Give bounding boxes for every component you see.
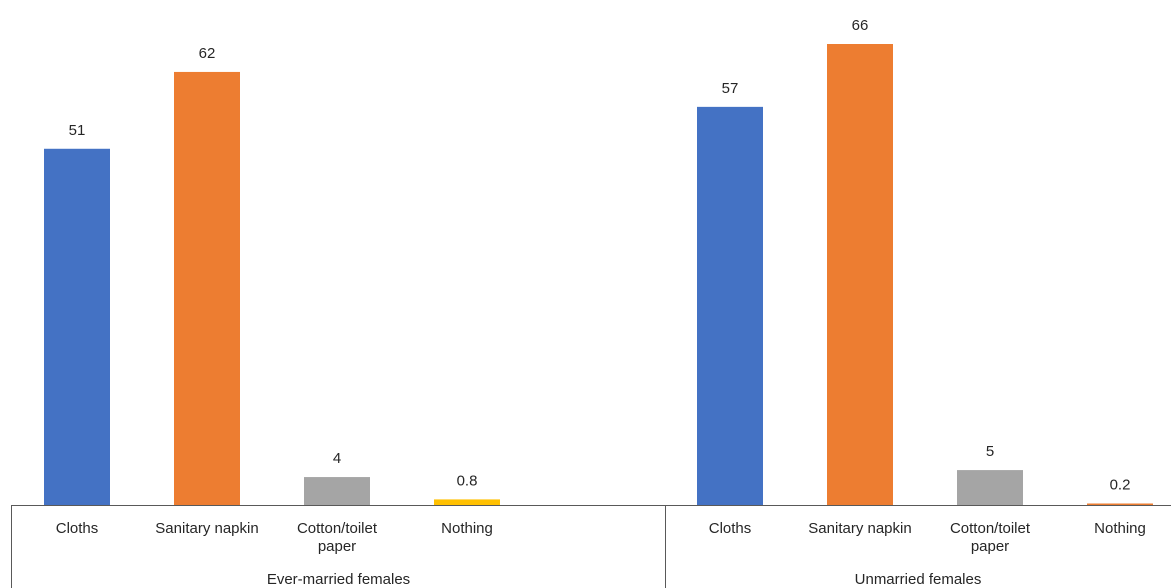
bar-unmarried-females-nothing [1087, 503, 1153, 505]
tick-label-line: paper [971, 538, 1009, 555]
tick-label-line: Sanitary napkin [808, 520, 911, 537]
bar-ever-married-females-cloths [44, 148, 110, 506]
tick-label-line: Cotton/toilet [950, 520, 1031, 537]
tick-label-line: Nothing [1094, 520, 1146, 537]
tick-label-ever-married-females-cotton-toilet-paper: Cotton/toilet paper [297, 520, 378, 555]
bar-ever-married-females-sanitary-napkin [174, 71, 240, 505]
tick-label-unmarried-females-cloths: Cloths [709, 520, 752, 537]
bar-ever-married-females-cotton-toilet-paper [304, 477, 370, 505]
tick-label-unmarried-females-cotton-toilet-paper: Cotton/toilet paper [950, 520, 1031, 555]
tick-label-line: Sanitary napkin [155, 520, 258, 537]
tick-label-line: Cotton/toilet [297, 520, 378, 537]
value-label-ever-married-females-sanitary-napkin: 62 [199, 45, 216, 62]
value-label-ever-married-females-cloths: 51 [69, 122, 86, 139]
tick-label-ever-married-females-sanitary-napkin: Sanitary napkin [155, 520, 258, 537]
tick-label-line: Nothing [441, 520, 493, 537]
tick-label-line: Cloths [709, 520, 752, 537]
value-label-unmarried-females-cloths: 57 [722, 80, 739, 97]
value-label-unmarried-females-nothing: 0.2 [1110, 477, 1131, 494]
tick-label-line: paper [318, 538, 356, 555]
bar-ever-married-females-nothing [434, 499, 500, 505]
value-labels-layer: 51 62 4 0.8 57 66 5 0.2 [69, 17, 1131, 494]
bar-unmarried-females-cloths [697, 106, 763, 505]
group-label-unmarried-females: Unmarried females [855, 571, 982, 588]
value-label-unmarried-females-sanitary-napkin: 66 [852, 17, 869, 34]
tick-label-ever-married-females-nothing: Nothing [441, 520, 493, 537]
category-axis: Cloths Sanitary napkin Cotton/toilet paperN… [11, 505, 1171, 588]
value-label-ever-married-females-nothing: 0.8 [457, 472, 478, 489]
group-label-ever-married-females: Ever-married females [267, 571, 410, 588]
tick-label-line: Cloths [56, 520, 99, 537]
value-label-ever-married-females-cotton-toilet-paper: 4 [333, 450, 341, 467]
bars-layer [44, 44, 1153, 506]
tick-label-unmarried-females-sanitary-napkin: Sanitary napkin [808, 520, 911, 537]
tick-label-ever-married-females-cloths: Cloths [56, 520, 99, 537]
tick-label-unmarried-females-nothing: Nothing [1094, 520, 1146, 537]
value-label-unmarried-females-cotton-toilet-paper: 5 [986, 443, 994, 460]
bar-unmarried-females-cotton-toilet-paper [957, 470, 1023, 505]
bar-unmarried-females-sanitary-napkin [827, 44, 893, 505]
